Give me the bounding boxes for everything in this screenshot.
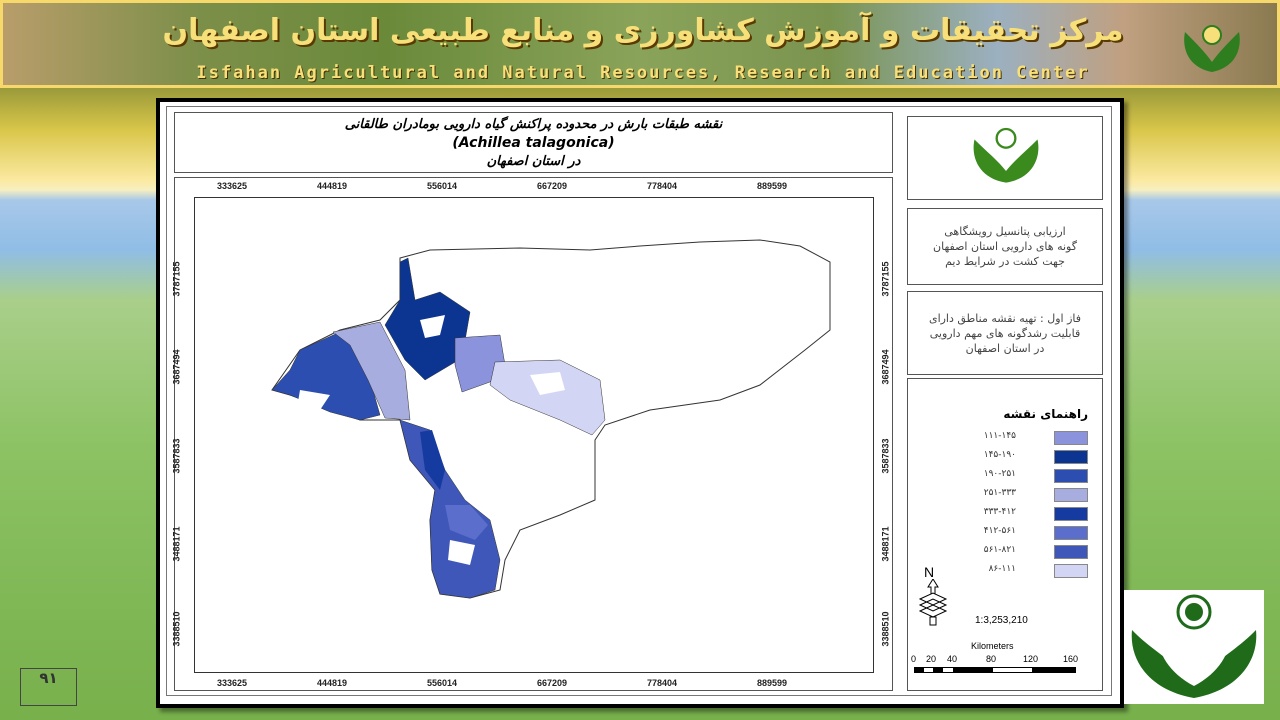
x-tick-bottom: 667209	[537, 678, 568, 688]
map-title-line2: (Achillea talagonica)	[452, 135, 615, 151]
legend-item: ۵۶۱-۸۲۱	[908, 545, 1104, 559]
scalebar-unit: Kilometers	[971, 641, 1014, 651]
scalebar-tick: 80	[986, 654, 997, 664]
legend-item: ۳۳۳-۴۱۲	[908, 507, 1104, 521]
legend-swatch	[1054, 507, 1088, 521]
project-description-box: ارزیابی پتانسیل رویشگاهی گونه های دارویی…	[907, 208, 1103, 285]
legend-swatch	[1054, 488, 1088, 502]
scalebar-tick: 20	[926, 654, 937, 664]
header-title-fa: مرکز تحقیقات و آموزش کشاورزی و منابع طبی…	[162, 13, 1124, 48]
legend-label: ۱۹۰-۲۵۱	[983, 469, 1016, 479]
jahad-logo-icon	[973, 127, 1039, 183]
legend-label: ۸۶-۱۱۱	[988, 564, 1016, 574]
project-text-line: ارزیابی پتانسیل رویشگاهی	[944, 225, 1066, 238]
scalebar	[914, 667, 1076, 673]
north-label: N	[924, 564, 935, 580]
zone-333-412	[420, 430, 445, 490]
map-title-line3: در استان اصفهان	[486, 154, 581, 169]
x-tick-top: 889599	[757, 181, 788, 191]
phase-description-box: فاز اول : تهیه نقشه مناطق دارای قابلیت ر…	[907, 291, 1103, 375]
legend-swatch	[1054, 564, 1088, 578]
x-tick-top: 444819	[317, 181, 348, 191]
legend-swatch	[1054, 450, 1088, 464]
x-tick-top: 333625	[217, 181, 248, 191]
scalebar-ticks: 0 20 40 80 120 160	[911, 654, 1086, 666]
phase-text-line: فاز اول : تهیه نقشه مناطق دارای	[928, 311, 1082, 325]
legend-box: راهنمای نقشه ۱۱۱-۱۴۵ ۱۴۵-۱۹۰ ۱۹۰-۲۵۱ ۲۵۱-۳۳…	[907, 378, 1103, 691]
x-tick-bottom: 778404	[647, 678, 678, 688]
north-arrow-icon	[918, 579, 948, 626]
legend-label: ۴۱۲-۵۶۱	[983, 526, 1016, 536]
legend-item: ۴۱۲-۵۶۱	[908, 526, 1104, 540]
scalebar-tick: 120	[1023, 654, 1039, 664]
legend-item: ۱۹۰-۲۵۱	[908, 469, 1104, 483]
legend-swatch	[1054, 526, 1088, 540]
scalebar-tick: 40	[947, 654, 958, 664]
scalebar-tick: 160	[1063, 654, 1079, 664]
map-title-line1: نقشه طبقات بارش در محدوده پراکنش گیاه دا…	[344, 117, 723, 132]
legend-item: ۸۶-۱۱۱	[908, 564, 1104, 578]
legend-swatch	[1054, 545, 1088, 559]
scale-text: 1:3,253,210	[975, 615, 1028, 626]
organization-logo-icon	[1184, 25, 1240, 72]
x-tick-top: 667209	[537, 181, 568, 191]
jahad-logo	[1124, 590, 1264, 704]
legend-item: ۱۴۵-۱۹۰	[908, 450, 1104, 464]
legend-label: ۳۳۳-۴۱۲	[983, 507, 1016, 517]
zone-412-561	[445, 505, 488, 540]
legend-swatch	[1054, 469, 1088, 483]
x-tick-bottom: 556014	[427, 678, 458, 688]
zone-251-333	[332, 321, 411, 421]
legend-label: ۲۵۱-۳۳۳	[983, 488, 1016, 498]
x-tick-bottom: 889599	[757, 678, 788, 688]
legend-swatch	[1054, 431, 1088, 445]
x-tick-bottom: 333625	[217, 678, 248, 688]
project-text-line: گونه های دارویی استان اصفهان	[933, 240, 1077, 253]
legend-label: ۵۶۱-۸۲۱	[983, 545, 1016, 555]
legend-item: ۱۱۱-۱۴۵	[908, 431, 1104, 445]
project-text-line: جهت کشت در شرایط دیم	[945, 255, 1065, 268]
logo-box	[907, 116, 1103, 200]
legend-label: ۱۱۱-۱۴۵	[983, 431, 1016, 441]
page-number: ۹۱	[20, 668, 77, 706]
phase-text-line: در استان اصفهان	[965, 341, 1045, 355]
x-tick-top: 778404	[647, 181, 678, 191]
legend-title: راهنمای نقشه	[1003, 407, 1088, 421]
x-tick-bottom: 444819	[317, 678, 348, 688]
legend-label: ۱۴۵-۱۹۰	[983, 450, 1016, 460]
map-title-box: نقشه طبقات بارش در محدوده پراکنش گیاه دا…	[174, 112, 893, 173]
zone-86-111	[489, 359, 606, 436]
legend-item: ۲۵۱-۳۳۳	[908, 488, 1104, 502]
jahad-keshavarzi-logo-icon	[1131, 594, 1257, 698]
phase-text-line: قابلیت رشدگونه های مهم دارویی	[929, 326, 1081, 340]
header-banner: مرکز تحقیقات و آموزش کشاورزی و منابع طبی…	[0, 0, 1280, 88]
x-tick-top: 556014	[427, 181, 458, 191]
header-title-en: Isfahan Agricultural and Natural Resourc…	[196, 63, 1090, 83]
scalebar-tick: 0	[911, 654, 917, 664]
